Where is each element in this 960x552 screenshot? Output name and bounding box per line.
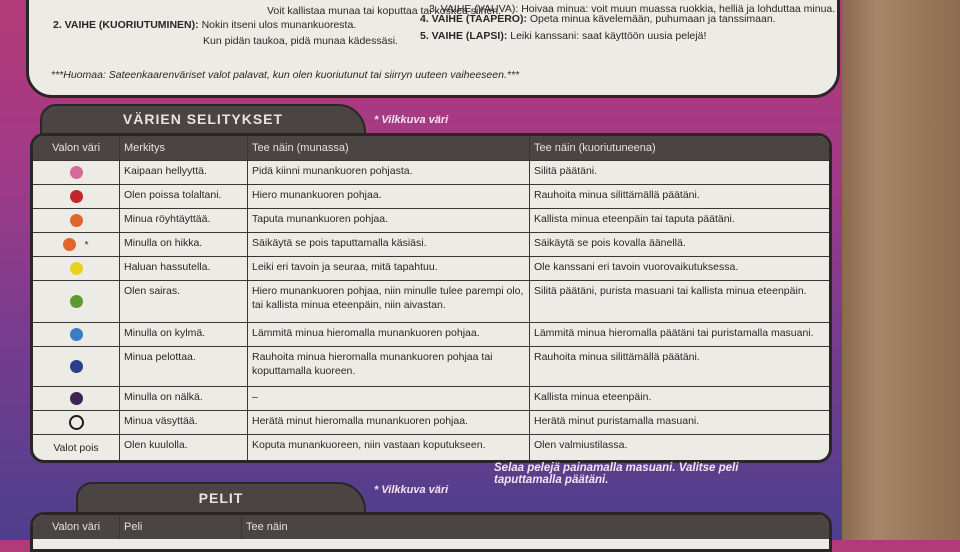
meaning-cell: Olen sairas. [119,281,247,322]
table-row: Minulla on nälkä. – Kallista minua eteenpä… [33,386,829,410]
stage4-label: 4. VAIHE (TAAPERO): [420,13,527,25]
meaning-cell: Minua röyhtäyttää. [119,209,247,232]
table-row: Minua röyhtäyttää. Taputa munankuoren poh… [33,208,829,232]
light-color-dot-icon [69,190,83,203]
egg-cell: – [247,387,529,410]
light-color-cell [33,411,119,434]
header-light-color: Valon väri [51,521,101,533]
blink-mark: * [84,238,89,251]
header-meaning: Merkitys [119,136,247,160]
table-row: Minulla on kylmä. Lämmitä minua hieromall… [33,322,829,346]
egg-cell: Leiki eri tavoin ja seuraa, mitä tapahtu… [247,257,529,280]
light-color-dot-icon [69,166,83,179]
header-do-this: Tee näin [241,515,829,539]
stage2-text: Nokin itseni ulos munankuoresta. [201,19,357,31]
light-color-cell [33,347,119,386]
meaning-cell: Minulla on nälkä. [119,387,247,410]
games-instruction: Selaa pelejä painamalla masuani. Valitse… [494,462,739,486]
colors-section-title: VÄRIEN SELITYKSET [40,104,366,136]
light-color-dot-icon [63,238,77,251]
light-color-dot-icon [69,360,83,373]
header-game: Peli [119,515,241,539]
egg-cell: Säikäytä se pois taputtamalla käsiäsi. [247,233,529,256]
light-color-cell [33,185,119,208]
stage2-label: 2. VAIHE (KUORIUTUMINEN): [53,19,199,31]
stage5-text: Leiki kanssani: saat käyttöön uusia pele… [510,30,707,42]
light-color-cell [33,387,119,410]
games-table-header: Valon väri Peli Tee näin [33,515,829,539]
stages-info-box: Voit kallistaa munaa tai koputtaa tai ko… [26,0,840,98]
egg-cell: Taputa munankuoren pohjaa. [247,209,529,232]
egg-cell: Koputa munankuoreen, niin vastaan koputu… [247,435,529,460]
table-row: Valot pois Olen kuulolla. Koputa munankuor… [33,434,829,460]
header-hatched: Tee näin (kuoriutuneena) [529,136,829,160]
table-row: Kaipaan hellyyttä. Pidä kiinni munankuore… [33,160,829,184]
hatched-cell: Ole kanssani eri tavoin vuorovaikutukses… [529,257,829,280]
egg-cell: Pidä kiinni munankuoren pohjasta. [247,161,529,184]
meaning-cell: Minua pelottaa. [119,347,247,386]
blink-note: * Vilkkuva väri [374,114,449,126]
stage2-text-2: Kun pidän taukoa, pidä munaa kädessäsi. [203,35,398,47]
lights-off-label: Valot pois [53,441,99,454]
stage3-text: 3. VAIHE (VAUVA): Hoivaa minua: voit muu… [429,3,836,15]
light-color-cell: Valot pois [33,435,119,460]
meaning-cell: Olen poissa tolaltani. [119,185,247,208]
light-color-dot-icon [69,295,83,308]
hatched-cell: Lämmitä minua hieromalla päätäni tai pur… [529,323,829,346]
table-header: Valon väri Merkitys Tee näin (munassa) T… [33,136,829,160]
stage1-text: Voit kallistaa munaa tai koputtaa tai ko… [267,5,502,17]
hatched-cell: Olen valmiustilassa. [529,435,829,460]
hatched-cell: Silitä päätäni, purista masuani tai kall… [529,281,829,322]
meaning-cell: Minua väsyttää. [119,411,247,434]
meaning-cell: Haluan hassutella. [119,257,247,280]
hatched-cell: Rauhoita minua silittämällä päätäni. [529,185,829,208]
egg-cell: Hiero munankuoren pohjaa. [247,185,529,208]
table-row: Minua pelottaa. Rauhoita minua hieromalla… [33,346,829,386]
colors-table: Valon väri Merkitys Tee näin (munassa) T… [30,133,832,463]
games-table: Valon väri Peli Tee näin [30,512,832,552]
light-color-dot-icon [69,328,83,341]
hatched-cell: Silitä päätäni. [529,161,829,184]
meaning-cell: Minulla on kylmä. [119,323,247,346]
egg-cell: Rauhoita minua hieromalla munankuoren po… [247,347,529,386]
hatched-cell: Kallista minua eteenpäin. [529,387,829,410]
meaning-cell: Kaipaan hellyyttä. [119,161,247,184]
stage5-label: 5. VAIHE (LAPSI): [420,30,508,42]
light-color-cell [33,281,119,322]
meaning-cell: Olen kuulolla. [119,435,247,460]
games-section-title: PELIT [76,482,366,516]
hatched-cell: Säikäytä se pois kovalla äänellä. [529,233,829,256]
table-row: Olen sairas. Hiero munankuoren pohjaa, ni… [33,280,829,322]
light-color-cell: * [33,233,119,256]
table-row: * Minulla on hikka. Säikäytä se pois taput… [33,232,829,256]
light-color-cell [33,161,119,184]
header-egg: Tee näin (munassa) [247,136,529,160]
light-color-dot-icon [69,214,83,227]
games-blink-note: * Vilkkuva väri [374,484,449,496]
hatched-cell: Kallista minua eteenpäin tai taputa päät… [529,209,829,232]
light-color-cell [33,323,119,346]
hatched-cell: Rauhoita minua silittämällä päätäni. [529,347,829,386]
light-color-dot-icon [69,262,83,275]
rainbow-note: ***Huomaa: Sateenkaarenväriset valot pal… [51,69,520,81]
egg-cell: Lämmitä minua hieromalla munankuoren poh… [247,323,529,346]
egg-cell: Hiero munankuoren pohjaa, niin minulle t… [247,281,529,322]
light-color-cell [33,209,119,232]
egg-cell: Herätä minut hieromalla munankuoren pohj… [247,411,529,434]
wooden-table-background [842,0,960,540]
stage4-text: Opeta minua kävelemään, puhumaan ja tans… [529,13,776,25]
table-row: Minua väsyttää. Herätä minut hieromalla m… [33,410,829,434]
light-color-dot-icon [68,415,84,430]
light-color-dot-icon [69,392,83,405]
table-row: Olen poissa tolaltani. Hiero munankuoren … [33,184,829,208]
header-light-color: Valon väri [51,142,101,154]
light-color-cell [33,257,119,280]
table-row: Haluan hassutella. Leiki eri tavoin ja se… [33,256,829,280]
hatched-cell: Herätä minut puristamalla masuani. [529,411,829,434]
meaning-cell: Minulla on hikka. [119,233,247,256]
